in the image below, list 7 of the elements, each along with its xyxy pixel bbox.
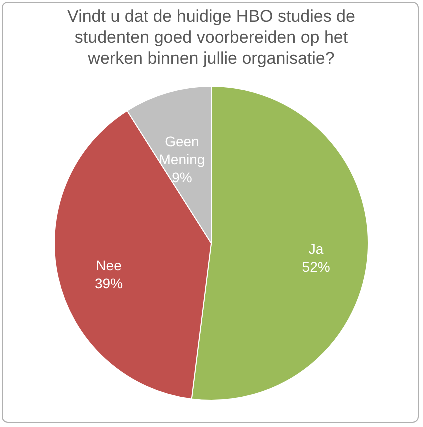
data-label: 39% (95, 275, 124, 292)
data-label: 52% (302, 259, 330, 276)
slice-label: Ja (308, 241, 324, 258)
data-label: 9% (172, 170, 192, 186)
slice-label: Nee (96, 257, 122, 274)
slice-label: Geen Mening (159, 134, 206, 168)
chart-title: Vindt u dat de huidige HBO studies de studenten goed voorbereiden op het werken binnen jullie organisatie? (68, 7, 356, 68)
